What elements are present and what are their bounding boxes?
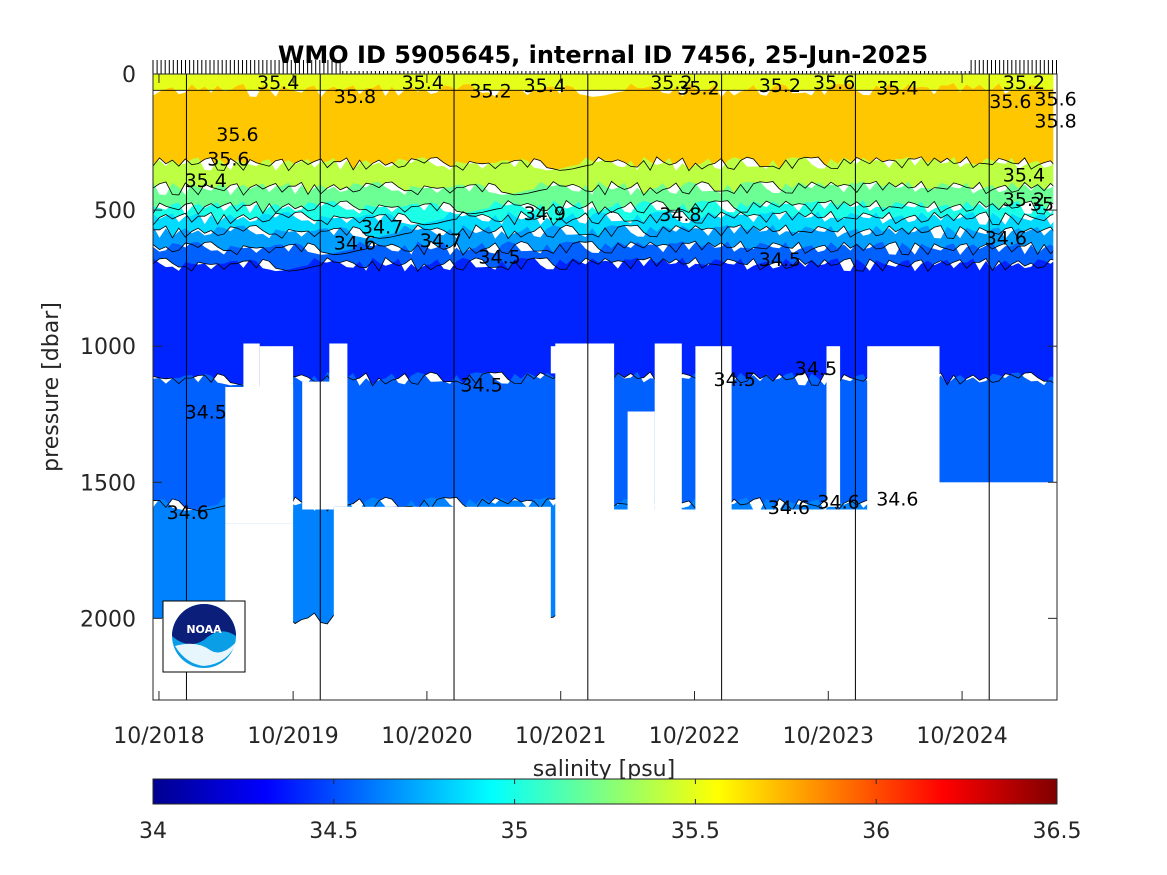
contour-label: 34.6 — [768, 497, 810, 519]
x-tick-label: 10/2019 — [247, 724, 338, 749]
contour-label: 34.5 — [714, 369, 756, 391]
contour-line — [152, 210, 1058, 226]
x-tick-label: 10/2023 — [783, 724, 874, 749]
contour-label: 34.5 — [795, 358, 837, 380]
contour-label: 35.2 — [677, 78, 719, 100]
missing-data-region — [302, 381, 334, 510]
contour-label: 35.2 — [759, 75, 801, 97]
contour-label: 35.4 — [876, 78, 918, 100]
contour-label: 35 — [1030, 193, 1054, 215]
contour-label: 34.8 — [659, 204, 701, 226]
y-tick-label: 2000 — [80, 607, 136, 632]
contour-label: 34.5 — [460, 374, 502, 396]
missing-data-region — [627, 411, 655, 510]
contour-label: 34.6 — [876, 489, 918, 511]
contour-label: 35.4 — [402, 72, 444, 94]
missing-data-region — [731, 509, 759, 700]
contour-label: 35.4 — [257, 72, 299, 94]
contour-label: 35.2 — [1003, 72, 1045, 94]
missing-data-region — [826, 346, 841, 507]
contour-label: 34.6 — [817, 491, 859, 513]
salinity-layer — [153, 83, 1057, 171]
contour-label: 34.9 — [524, 203, 566, 225]
missing-data-region — [243, 343, 260, 387]
missing-data-region — [259, 346, 294, 510]
salinity-layer — [153, 211, 1057, 239]
colorbar-ticks: 34 34.5 35 35.5 36 36.5 — [139, 779, 1081, 844]
contour-line — [152, 156, 1058, 172]
x-axis-ticks: 10/2018 10/2019 10/2020 10/2021 10/2022 10/20… — [113, 74, 1008, 749]
salinity-layer — [153, 181, 1057, 215]
chart-title: WMO ID 5905645, internal ID 7456, 25-Jun… — [278, 41, 928, 69]
y-axis-label: pressure [dbar] — [39, 302, 64, 472]
contour-label: 34.7 — [361, 216, 403, 238]
contour-line — [152, 180, 1058, 196]
missing-data-region — [695, 346, 732, 510]
missing-data-region — [555, 343, 615, 700]
missing-data-region — [867, 346, 940, 700]
contour-line — [152, 240, 1058, 256]
contour-label: 34.6 — [985, 227, 1027, 249]
y-tick-label: 500 — [94, 199, 136, 224]
contour-line — [152, 256, 1058, 273]
missing-data-region — [329, 343, 348, 507]
year-marker-lines — [185, 74, 990, 700]
contour-label: 35.8 — [1034, 110, 1076, 132]
colorbar-tick-label: 35 — [501, 819, 529, 844]
colorbar-tick-label: 36 — [862, 819, 890, 844]
svg-text:NOAA: NOAA — [186, 623, 222, 636]
contour-label: 34.5 — [185, 402, 227, 424]
contour-label: 35.8 — [334, 86, 376, 108]
missing-data-regions — [153, 74, 1057, 700]
contour-label: 35.4 — [524, 75, 566, 97]
salinity-layer — [153, 200, 1057, 226]
missing-data-region — [654, 343, 682, 510]
missing-data-region — [1053, 74, 1057, 700]
x-axis-label: salinity [psu] — [533, 757, 675, 782]
contour-label: 34.5 — [759, 249, 801, 271]
x-tick-label: 10/2021 — [515, 724, 606, 749]
contour-label: 35.6 — [813, 72, 855, 94]
contour-line — [153, 224, 1058, 240]
contour-label: 35.6 — [1034, 89, 1076, 111]
missing-data-region — [333, 506, 551, 700]
x-tick-label: 10/2024 — [916, 724, 1007, 749]
contour-label: 34.6 — [334, 233, 376, 255]
colorbar-tick-label: 34 — [139, 819, 167, 844]
y-tick-label: 0 — [122, 63, 136, 88]
y-tick-label: 1500 — [80, 471, 136, 496]
contour-labels: 35.635.635.434.734.6 34.734.534.9 34.834.5… — [167, 72, 1077, 524]
contour-line — [152, 199, 1058, 215]
contour-label: 35.6 — [216, 124, 258, 146]
missing-data-region — [939, 482, 1057, 700]
contour-label: 35.6 — [207, 148, 249, 170]
colorbar-tick-label: 35.5 — [671, 819, 720, 844]
contour-label: 34.6 — [167, 502, 209, 524]
x-tick-label: 10/2022 — [649, 724, 740, 749]
contour-label: 34.7 — [420, 230, 462, 252]
colorbar — [152, 778, 1058, 805]
contour-label: 35.6 — [989, 91, 1031, 113]
contour-label: 35.2 — [1003, 189, 1045, 211]
colorbar-tick-label: 36.5 — [1033, 819, 1082, 844]
y-tick-label: 1000 — [80, 335, 136, 360]
x-tick-label: 10/2018 — [113, 724, 204, 749]
contour-label: 34.5 — [478, 246, 520, 268]
x-tick-label: 10/2020 — [381, 724, 472, 749]
contour-label: 35.4 — [1003, 165, 1045, 187]
contour-label: 35.4 — [185, 170, 227, 192]
contour-label: 35.2 — [469, 80, 511, 102]
axes-box — [152, 73, 1058, 701]
colorbar-tick-label: 34.5 — [309, 819, 358, 844]
contour-label: 35.2 — [650, 72, 692, 94]
noaa-logo: NOAA — [162, 600, 246, 673]
y-axis-ticks: 0 500 1000 1500 2000 — [80, 63, 1057, 632]
